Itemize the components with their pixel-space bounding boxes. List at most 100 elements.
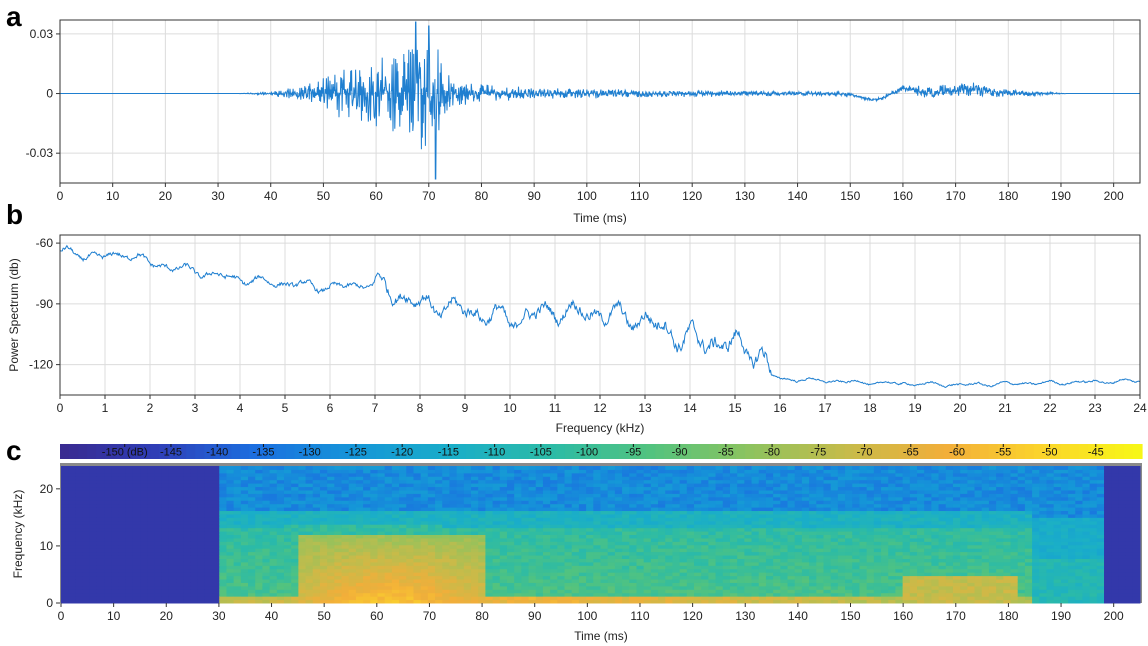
spectrogram-cell (823, 592, 832, 597)
spectrogram-cell (147, 548, 156, 553)
spectrogram-cell (197, 469, 206, 474)
spectrogram-cell (837, 510, 846, 515)
spectrogram-cell (701, 534, 709, 539)
spectrogram-cell (463, 565, 472, 570)
spectrogram-cell (794, 555, 803, 559)
spectrogram-cell (809, 469, 817, 474)
spectrogram-cell (773, 561, 781, 566)
spectrogram-cell (629, 483, 637, 488)
spectrogram-cell (823, 572, 832, 577)
spectrogram-cell (248, 558, 256, 563)
spectrogram-cell (291, 489, 299, 494)
spectrogram-cell (298, 524, 307, 529)
spectrogram-cell (154, 479, 163, 484)
spectrogram-cell (183, 592, 191, 597)
spectrogram-cell (542, 558, 551, 563)
spectrogram-cell (607, 479, 616, 484)
spectrogram-cell (269, 565, 278, 570)
spectrogram-cell (542, 476, 551, 481)
spectrogram-cell (506, 541, 515, 546)
colorbar-segment (312, 444, 323, 459)
spectrogram-cell (399, 579, 407, 583)
spectrogram-cell (384, 517, 393, 522)
spectrogram-cell (226, 572, 235, 577)
x-tick-label: 20 (159, 189, 173, 203)
spectrogram-cell (744, 489, 753, 494)
spectrogram-cell (751, 548, 760, 553)
spectrogram-cell (219, 575, 227, 580)
spectrogram-cell (888, 558, 896, 563)
spectrogram-cell (319, 513, 328, 518)
spectrogram-cell (809, 565, 817, 570)
spectrogram-cell (226, 527, 235, 532)
spectrogram-cell (427, 496, 436, 501)
spectrogram-cell (499, 486, 508, 491)
spectrogram-cell (420, 496, 429, 501)
spectrogram-cell (787, 466, 796, 470)
spectrogram-cell (255, 486, 263, 491)
spectrogram-cell (528, 585, 537, 590)
spectrogram-cell (161, 479, 170, 484)
spectrogram-cell (722, 476, 731, 481)
spectrogram-cell (866, 531, 875, 535)
spectrogram-cell (132, 503, 141, 508)
spectrogram-cell (672, 507, 681, 512)
spectrogram-cell (809, 555, 817, 559)
spectrogram-cell (427, 479, 436, 484)
spectrogram-cell (542, 489, 551, 494)
spectrogram-cell (312, 531, 321, 535)
spectrogram-cell (176, 551, 184, 556)
spectrogram-cell (111, 493, 120, 498)
spectrogram-cell (283, 476, 292, 481)
spectrogram-cell (614, 537, 623, 542)
spectrogram-cell (355, 513, 364, 518)
spectrogram-cell (773, 510, 781, 515)
spectrogram-cell (881, 472, 889, 477)
spectrogram-cell (61, 568, 69, 573)
spectrogram-cell (859, 479, 868, 484)
spectrogram-cell (435, 582, 443, 587)
spectrogram-cell (61, 585, 69, 590)
spectrogram-cell (269, 544, 278, 549)
spectrogram-cell (118, 548, 127, 553)
spectrogram-cell (852, 579, 860, 583)
spectrogram-cell (456, 572, 465, 577)
spectrogram-cell (147, 537, 156, 542)
spectrogram-cell (61, 558, 69, 563)
spectrogram-cell (276, 493, 285, 498)
spectrogram-cell (672, 565, 681, 570)
spectrogram-cell (686, 524, 695, 529)
spectrogram-cell (161, 551, 170, 556)
spectrogram-cell (557, 489, 566, 494)
spectrogram-cell (327, 548, 335, 553)
spectrogram-cell (650, 483, 659, 488)
spectrogram-cell (82, 486, 91, 491)
spectrogram-cell (506, 483, 515, 488)
spectrogram-cell (593, 599, 601, 604)
spectrogram-cell (399, 582, 407, 587)
spectrogram-cell (873, 551, 882, 556)
spectrogram-cell (413, 534, 422, 539)
spectrogram-cell (233, 585, 242, 590)
spectrogram-cell (658, 496, 666, 501)
spectrogram-cell (780, 575, 789, 580)
spectrogram-cell (650, 520, 659, 525)
spectrogram-cell (334, 517, 343, 522)
spectrogram-cell (729, 513, 738, 518)
colorbar-segment (420, 444, 431, 459)
spectrogram-cell (348, 507, 357, 512)
spectrogram-cell (435, 476, 443, 481)
spectrogram-cell (665, 500, 673, 505)
spectrogram-cell (506, 589, 515, 594)
spectrogram-cell (873, 548, 882, 553)
spectrogram-cell (89, 531, 98, 535)
spectrogram-cell (168, 541, 177, 546)
spectrogram-cell (132, 548, 141, 553)
spectrogram-cell (262, 585, 271, 590)
spectrogram-cell (226, 582, 235, 587)
spectrogram-cell (176, 565, 184, 570)
spectrogram-cell (363, 466, 371, 470)
spectrogram-cell (780, 466, 789, 470)
spectrogram-cell (147, 575, 156, 580)
spectrogram-cell (686, 558, 695, 563)
